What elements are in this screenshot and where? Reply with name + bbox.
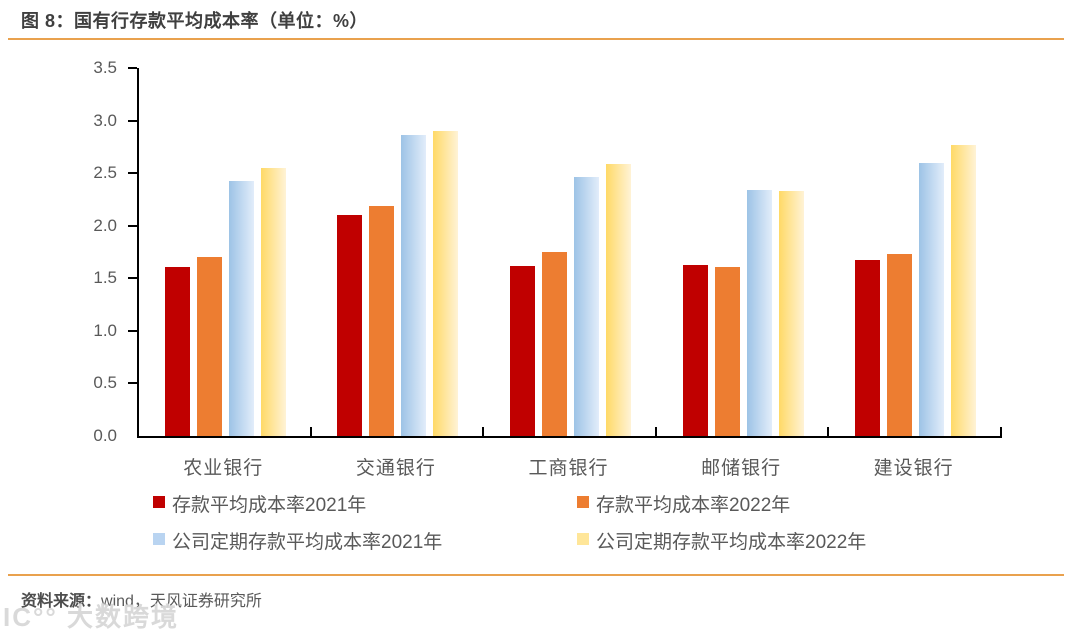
figure-title: 图 8：国有行存款平均成本率（单位：%）: [21, 11, 369, 31]
y-tick-label: 1.0: [93, 320, 117, 340]
bar: [605, 163, 631, 436]
bar: [401, 135, 427, 436]
bar: [196, 257, 222, 436]
y-tick-label: 0.5: [93, 373, 117, 393]
y-tick-mark: [128, 67, 137, 69]
bar: [778, 191, 804, 436]
plot-area: [128, 67, 1002, 438]
y-tick-label: 0.0: [93, 426, 117, 445]
y-tick-mark: [128, 277, 137, 280]
legend-swatch: [153, 496, 165, 508]
legend-label: 存款平均成本率2022年: [596, 495, 791, 516]
y-tick-mark: [128, 224, 137, 227]
legend-swatch: [153, 533, 165, 545]
legend-item: 公司定期存款平均成本率2022年: [577, 527, 866, 554]
x-tick-mark: [1000, 427, 1002, 436]
y-tick-label: 3.5: [93, 58, 117, 77]
legend-label: 公司定期存款平均成本率2021年: [172, 532, 443, 553]
footer-divider: [8, 574, 1064, 576]
legend-label: 存款平均成本率2021年: [172, 495, 367, 516]
bar-group: [484, 68, 657, 436]
x-category-label: 农业银行: [183, 458, 264, 479]
legend-item: 存款平均成本率2022年: [577, 490, 866, 517]
source-text: wind，天风证券研究所: [101, 593, 262, 610]
x-axis-labels: 农业银行 交通银行 工商银行 邮储银行 建设银行: [137, 453, 1000, 480]
y-tick-mark: [128, 382, 137, 385]
bar-group: [312, 68, 485, 436]
bar-groups: [139, 68, 1002, 436]
bar-group: [829, 68, 1002, 436]
legend-item: 公司定期存款平均成本率2021年: [153, 527, 577, 554]
y-tick-mark: [128, 172, 137, 175]
y-tick-label: 1.5: [93, 268, 117, 288]
bar: [509, 265, 535, 436]
bar-group: [657, 68, 830, 436]
bar: [887, 254, 913, 436]
source-label: 资料来源：: [21, 593, 102, 610]
bar: [682, 264, 708, 436]
y-tick-mark: [128, 329, 137, 332]
x-tick-mark: [827, 427, 830, 436]
bar: [228, 180, 254, 436]
bar: [573, 177, 599, 436]
legend-label: 公司定期存款平均成本率2022年: [596, 532, 867, 553]
bar: [369, 205, 395, 436]
x-tick-mark: [654, 427, 657, 436]
bar: [951, 144, 977, 436]
y-tick-mark: [128, 119, 137, 122]
legend-swatch: [577, 533, 589, 545]
source-note: 资料来源：wind，天风证券研究所: [21, 587, 262, 611]
x-category-label: 交通银行: [355, 458, 436, 479]
x-category-label: 工商银行: [528, 458, 609, 479]
legend-swatch: [577, 496, 589, 508]
bar: [541, 252, 567, 436]
title-divider: [8, 38, 1064, 40]
bar: [746, 189, 772, 436]
chart-legend: 存款平均成本率2021年 存款平均成本率2022年公司定期存款平均成本率2021年…: [153, 490, 866, 554]
bar: [260, 167, 286, 436]
legend-item: 存款平均成本率2021年: [153, 490, 577, 517]
bar: [164, 266, 190, 436]
x-tick-mark: [482, 427, 485, 436]
bar: [433, 131, 459, 436]
x-category-label: 建设银行: [873, 458, 954, 479]
y-tick-label: 3.0: [93, 110, 117, 130]
x-category-label: 邮储银行: [701, 458, 782, 479]
bar: [714, 266, 740, 436]
y-tick-label: 2.5: [93, 163, 117, 183]
bar-group: [139, 68, 312, 436]
y-tick-label: 2.0: [93, 215, 117, 235]
bar: [337, 215, 363, 436]
bar: [919, 162, 945, 436]
y-axis-labels: 0.0 0.5 1.0 1.5 2.0 2.5 3.0 3.5: [50, 58, 125, 445]
bar: [855, 260, 881, 436]
x-tick-mark: [309, 427, 312, 436]
